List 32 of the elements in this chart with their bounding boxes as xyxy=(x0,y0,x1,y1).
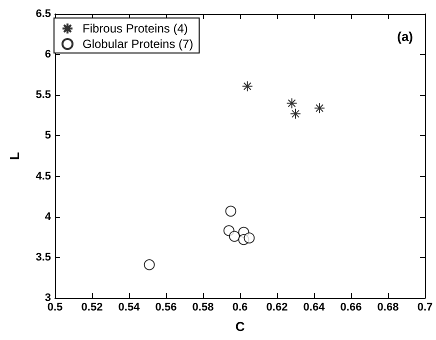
point xyxy=(286,98,298,109)
y-tick-label: 4 xyxy=(44,210,52,223)
x-tick-label: 0.5 xyxy=(47,302,63,314)
y-tick-label: 6 xyxy=(44,48,51,61)
y-tick-label: 5 xyxy=(44,130,51,142)
legend-label: Globular Proteins (7) xyxy=(82,37,194,51)
y-tick-label: 6.5 xyxy=(36,8,51,20)
x-tick-label: 0.52 xyxy=(81,302,103,314)
x-axis-title: C xyxy=(235,319,246,334)
x-tick-label: 0.66 xyxy=(340,302,362,314)
x-tick-label: 0.7 xyxy=(417,302,433,314)
y-tick-label: 4.5 xyxy=(36,170,51,182)
point xyxy=(290,108,301,120)
x-tick-label: 0.62 xyxy=(266,302,288,314)
x-tick-label: 0.58 xyxy=(192,302,214,314)
x-tick-label: 0.64 xyxy=(303,302,326,314)
point xyxy=(314,102,326,114)
point xyxy=(144,259,155,270)
legend-label: Fibrous Proteins (4) xyxy=(82,22,188,36)
y-axis-title: L xyxy=(7,152,22,160)
point xyxy=(228,230,240,242)
x-tick-label: 0.54 xyxy=(118,302,141,314)
x-tick-label: 0.56 xyxy=(155,302,177,314)
y-tick-label: 3 xyxy=(44,292,51,304)
x-tick-label: 0.6 xyxy=(232,302,248,314)
y-tick-label: 3.5 xyxy=(36,251,51,264)
point xyxy=(242,80,253,92)
annotation: (a) xyxy=(397,29,413,44)
point xyxy=(244,232,255,244)
x-tick-label: 0.68 xyxy=(377,302,399,314)
point xyxy=(225,206,236,217)
y-tick-label: 5.5 xyxy=(36,89,51,102)
